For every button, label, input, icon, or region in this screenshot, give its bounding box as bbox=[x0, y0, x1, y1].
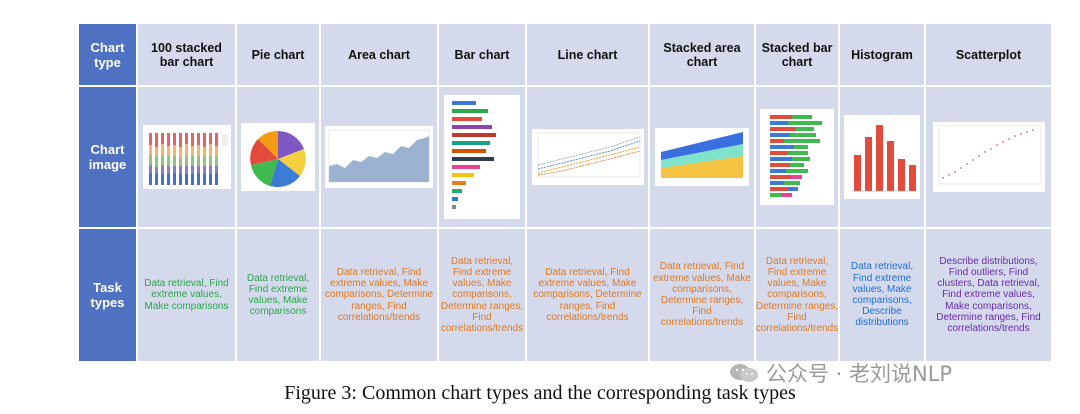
row-header-chart-image: Chart image bbox=[79, 87, 136, 227]
image-cell-line bbox=[527, 87, 648, 227]
image-cell-histogram bbox=[840, 87, 924, 227]
col-header-histogram: Histogram bbox=[840, 24, 924, 85]
tasks-scatterplot: Describe distributions, Find outliers, F… bbox=[926, 229, 1051, 361]
figure-caption: Figure 3: Common chart types and the cor… bbox=[284, 382, 796, 404]
tasks-histogram: Data retrieval, Find extreme values, Mak… bbox=[840, 229, 924, 361]
col-header-stacked-bar: Stacked bar chart bbox=[756, 24, 838, 85]
row-header-task-types: Task types bbox=[79, 229, 136, 361]
image-cell-100-stacked-bar bbox=[138, 87, 235, 227]
thumbnail-pie bbox=[241, 123, 315, 191]
image-cell-stacked-area bbox=[650, 87, 754, 227]
thumbnail-stacked-bar bbox=[760, 109, 834, 205]
image-cell-stacked-bar bbox=[756, 87, 838, 227]
col-header-pie: Pie chart bbox=[237, 24, 319, 85]
col-header-bar: Bar chart bbox=[439, 24, 525, 85]
thumbnail-scatterplot bbox=[932, 122, 1045, 192]
col-header-100-stacked-bar: 100 stacked bar chart bbox=[138, 24, 235, 85]
thumbnail-bar bbox=[444, 95, 520, 219]
col-header-stacked-area: Stacked area chart bbox=[650, 24, 754, 85]
watermark-text: 公众号 · 老刘说NLP bbox=[766, 362, 953, 386]
col-header-line: Line chart bbox=[527, 24, 648, 85]
tasks-area: Data retrieval, Find extreme values, Mak… bbox=[321, 229, 437, 361]
chart-task-table: Chart type 100 stacked bar chart Pie cha… bbox=[79, 24, 1051, 361]
image-cell-pie bbox=[237, 87, 319, 227]
image-cell-bar bbox=[439, 87, 525, 227]
thumbnail-area bbox=[325, 126, 433, 188]
tasks-stacked-bar: Data retrieval, Find extreme values, Mak… bbox=[756, 229, 838, 361]
wechat-icon bbox=[730, 364, 758, 382]
thumbnail-histogram bbox=[844, 115, 920, 199]
watermark: 公众号 · 老刘说NLP bbox=[728, 358, 952, 388]
thumbnail-stacked-area bbox=[655, 128, 749, 186]
col-header-area: Area chart bbox=[321, 24, 437, 85]
thumbnail-100-stacked-bar bbox=[142, 125, 231, 189]
tasks-line: Data retrieval, Find extreme values, Mak… bbox=[527, 229, 648, 361]
row-header-chart-type: Chart type bbox=[79, 24, 136, 85]
tasks-100-stacked-bar: Data retrieval, Find extreme values, Mak… bbox=[138, 229, 235, 361]
tasks-stacked-area: Data retrieval, Find extreme values, Mak… bbox=[650, 229, 754, 361]
tasks-pie: Data retrieval, Find extreme values, Mak… bbox=[237, 229, 319, 361]
image-cell-area bbox=[321, 87, 437, 227]
col-header-scatterplot: Scatterplot bbox=[926, 24, 1051, 85]
thumbnail-line bbox=[531, 129, 644, 185]
tasks-bar: Data retrieval, Find extreme values, Mak… bbox=[439, 229, 525, 361]
image-cell-scatterplot bbox=[926, 87, 1051, 227]
